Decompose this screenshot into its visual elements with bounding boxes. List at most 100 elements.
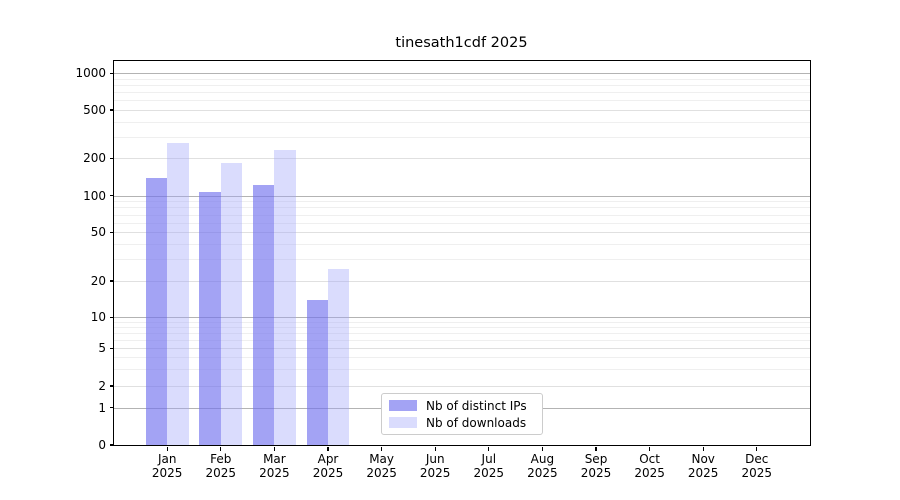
x-tick-year: 2025: [687, 465, 719, 480]
y-tick-mark: [109, 407, 114, 409]
x-tick-mark: [488, 446, 490, 451]
x-tick-mark: [381, 446, 383, 451]
legend-swatch-distinct-ips: [389, 400, 417, 411]
y-tick-label: 20: [90, 274, 106, 288]
y-tick-mark: [109, 280, 114, 282]
y-tick-label: 100: [83, 188, 106, 203]
x-tick-year: 2025: [527, 465, 558, 480]
x-tick-month: Jan: [157, 452, 177, 466]
x-tick-mark: [541, 446, 543, 451]
x-tick-month: Jun: [425, 452, 445, 466]
bar-distinct-ips-apr: [306, 299, 328, 445]
chart-title: tinesath1cdf 2025: [395, 35, 528, 51]
y-tick-label: 1000: [75, 66, 106, 81]
bar-downloads-mar: [274, 149, 296, 445]
gridline-major: [114, 386, 810, 387]
y-tick-label: 5: [98, 341, 106, 356]
x-tick-month: Mar: [263, 452, 286, 466]
x-tick-mark: [595, 446, 597, 451]
x-tick-label: Jan 2025: [137, 452, 197, 480]
legend-item: Nb of downloads: [382, 416, 542, 430]
legend-label: Nb of downloads: [426, 415, 527, 430]
y-tick-label: 0: [98, 438, 106, 452]
x-tick-year: 2025: [151, 465, 183, 480]
gridline-major: [114, 232, 810, 234]
x-tick-year: 2025: [741, 465, 773, 480]
x-tick-label: Oct 2025: [620, 452, 680, 480]
legend-swatch-downloads: [389, 417, 417, 428]
x-tick-month: Nov: [691, 452, 715, 466]
gridline-minor: [114, 222, 810, 224]
x-tick-label: Sep 2025: [566, 452, 626, 480]
y-tick-label: 2: [98, 379, 106, 393]
legend-item: Nb of distinct IPs: [382, 399, 542, 413]
bar-distinct-ips-mar: [253, 185, 275, 445]
gridline-minor: [114, 322, 810, 323]
x-tick-month: Apr: [317, 452, 339, 466]
y-tick-mark: [109, 444, 114, 446]
gridline-minor: [114, 207, 810, 209]
x-tick-month: Jul: [481, 452, 497, 466]
gridline-minor: [114, 78, 810, 80]
x-tick-label: Nov 2025: [673, 452, 733, 480]
gridline-major: [114, 110, 810, 111]
x-tick-mark: [756, 446, 758, 451]
gridline-minor: [114, 244, 810, 246]
x-tick-label: Apr 2025: [298, 452, 358, 480]
legend: Nb of distinct IPs Nb of downloads: [381, 393, 543, 435]
gridline-major: [114, 158, 810, 160]
gridline-major: [114, 281, 810, 282]
gridline-minor: [114, 121, 810, 123]
y-tick-label: 50: [90, 225, 106, 240]
y-tick-label: 10: [90, 310, 106, 325]
x-tick-label: Aug 2025: [512, 452, 572, 480]
gridline-minor: [114, 333, 810, 335]
x-tick-mark: [220, 446, 222, 451]
x-tick-year: 2025: [312, 465, 344, 480]
x-tick-mark: [649, 446, 651, 451]
gridline-major: [114, 348, 810, 350]
x-tick-label: May 2025: [352, 452, 412, 480]
gridline-minor: [114, 136, 810, 138]
gridline-minor: [114, 214, 810, 216]
x-tick-month: Oct: [639, 452, 660, 466]
y-tick-label: 200: [83, 151, 106, 166]
bar-downloads-feb: [220, 162, 243, 445]
x-tick-label: Mar 2025: [244, 452, 304, 480]
y-tick-mark: [109, 72, 114, 74]
x-tick-label: Jul 2025: [459, 452, 519, 480]
bar-downloads-jan: [167, 143, 189, 445]
x-tick-year: 2025: [366, 465, 397, 480]
x-tick-year: 2025: [205, 465, 237, 480]
y-tick-mark: [109, 109, 114, 111]
y-tick-mark: [109, 231, 114, 233]
gridline-minor: [114, 259, 810, 261]
x-tick-label: Dec 2025: [727, 452, 787, 480]
legend-label: Nb of distinct IPs: [426, 398, 527, 413]
x-tick-month: May: [369, 452, 394, 466]
y-tick-mark: [109, 195, 114, 197]
bar-distinct-ips-feb: [199, 192, 221, 445]
gridline-minor: [114, 92, 810, 94]
x-tick-year: 2025: [419, 465, 451, 480]
x-tick-mark: [166, 446, 168, 451]
plot-area: [113, 60, 811, 446]
y-tick-label: 500: [83, 103, 106, 117]
x-tick-year: 2025: [634, 465, 665, 480]
x-tick-mark: [273, 446, 275, 451]
x-tick-year: 2025: [259, 465, 290, 480]
x-tick-mark: [327, 446, 329, 451]
gridline-minor: [114, 100, 810, 102]
gridline-minor: [114, 369, 810, 371]
gridline-minor: [114, 340, 810, 342]
x-tick-month: Sep: [584, 452, 608, 466]
y-tick-mark: [109, 316, 114, 318]
x-tick-year: 2025: [580, 465, 612, 480]
x-tick-month: Dec: [745, 452, 769, 466]
y-tick-mark: [109, 157, 114, 159]
gridline-major: [114, 317, 810, 319]
x-tick-label: Feb 2025: [191, 452, 251, 480]
gridline-minor: [114, 85, 810, 87]
x-tick-month: Aug: [530, 452, 555, 466]
